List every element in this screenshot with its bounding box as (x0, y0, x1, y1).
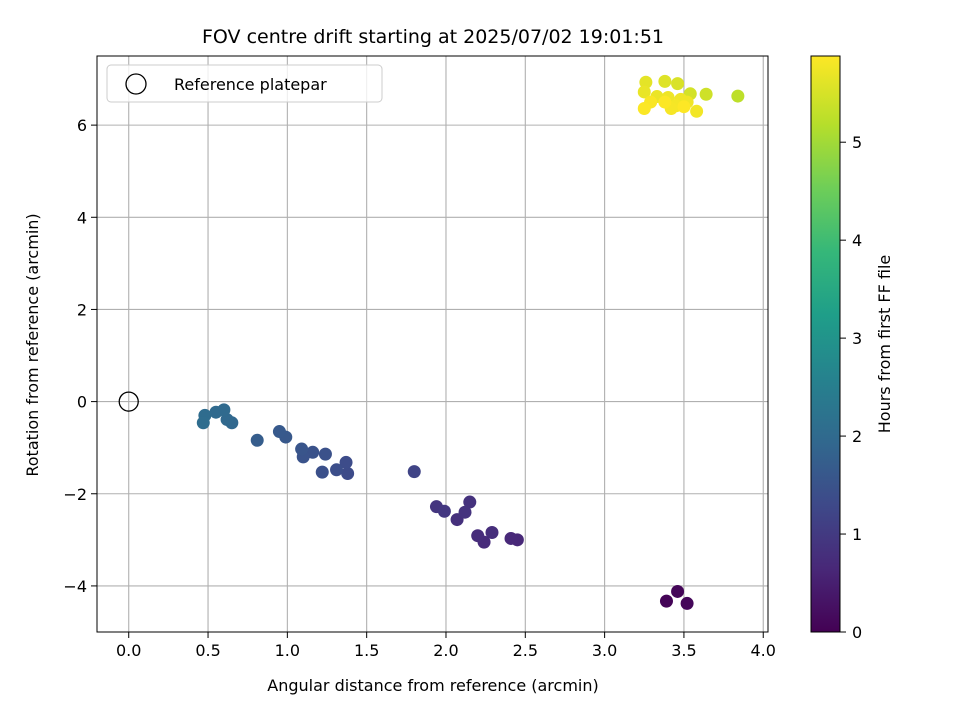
x-tick-label: 2.0 (433, 641, 458, 660)
colorbar-tick-label: 5 (852, 133, 862, 152)
data-point (330, 463, 344, 477)
data-points (118, 74, 745, 610)
data-point (637, 85, 651, 99)
data-point (407, 465, 421, 479)
plot-frame (96, 55, 769, 633)
x-tick-label: 3.0 (592, 641, 617, 660)
legend-box (106, 64, 383, 103)
colorbar-tick-label: 4 (852, 231, 862, 250)
data-point (658, 74, 672, 88)
reference-point (118, 391, 139, 412)
data-point (196, 416, 210, 430)
colorbar-tick-label: 0 (852, 623, 862, 642)
y-tick-label: 4 (77, 208, 87, 227)
x-tick-label: 0.0 (116, 641, 141, 660)
data-point (699, 87, 713, 101)
data-point (341, 466, 355, 480)
y-tick-label: 2 (77, 300, 87, 319)
legend: Reference platepar (106, 64, 383, 103)
colorbar-tick-label: 2 (852, 427, 862, 446)
y-tick-label: −2 (63, 485, 87, 504)
x-tick-label: 1.5 (354, 641, 379, 660)
y-tick-label: 6 (77, 116, 87, 135)
data-point (690, 104, 704, 118)
x-tick-label: 1.0 (275, 641, 300, 660)
y-tick-label: −4 (63, 577, 87, 596)
data-point (458, 505, 472, 519)
data-point (504, 531, 518, 545)
data-point (671, 77, 685, 91)
colorbar-tick-label: 3 (852, 329, 862, 348)
colorbar-ticks: 0 1 2 3 4 5 (840, 133, 862, 642)
data-point (437, 504, 451, 518)
axes: 0.0 0.5 1.0 1.5 2.0 2.5 3.0 3.5 4.0 −4 −2 0 2 4 6 (63, 55, 776, 660)
x-axis-label: Angular distance from reference (arcmin) (267, 676, 598, 695)
data-point (639, 75, 653, 89)
x-tick-label: 3.5 (671, 641, 696, 660)
colorbar-label: Hours from first FF file (875, 255, 894, 434)
colorbar-tick-label: 1 (852, 525, 862, 544)
x-tick-label: 4.0 (751, 641, 776, 660)
y-tick-label: 0 (77, 393, 87, 412)
chart-title: FOV centre drift starting at 2025/07/02 … (202, 26, 664, 48)
data-point (485, 525, 499, 539)
legend-entry-reference: Reference platepar (174, 75, 327, 94)
x-tick-label: 2.5 (513, 641, 538, 660)
y-axis-label: Rotation from reference (arcmin) (23, 213, 42, 476)
data-point (731, 89, 745, 103)
data-point (339, 455, 353, 469)
data-point (658, 95, 672, 109)
colorbar-gradient (810, 55, 841, 633)
data-point (295, 442, 309, 456)
data-point (680, 596, 694, 610)
data-point (471, 529, 485, 543)
data-point (318, 447, 332, 461)
data-point (671, 584, 685, 598)
legend-reference-marker (125, 73, 147, 95)
x-tick-label: 0.5 (195, 641, 220, 660)
data-point (463, 495, 477, 509)
data-point (677, 100, 691, 114)
data-point (637, 102, 651, 116)
colorbar: 0 1 2 3 4 5 Hours from first FF file (810, 55, 894, 642)
data-point (272, 425, 286, 439)
data-point (250, 433, 264, 447)
data-point (209, 405, 223, 419)
grid-lines (97, 56, 768, 632)
data-point (659, 594, 673, 608)
data-point (315, 465, 329, 479)
